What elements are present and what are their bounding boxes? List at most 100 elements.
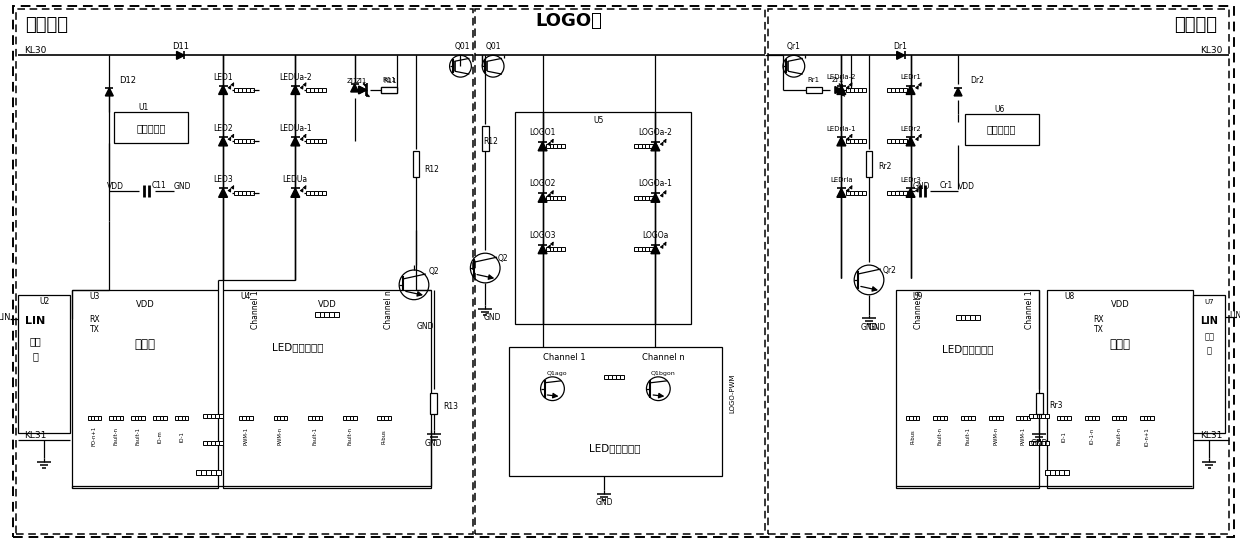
Bar bbox=[413, 151, 419, 177]
Text: IO-n+1: IO-n+1 bbox=[1145, 427, 1149, 446]
Text: Q1bgon: Q1bgon bbox=[651, 371, 676, 376]
Text: U9: U9 bbox=[913, 292, 923, 301]
Bar bbox=[234, 88, 238, 92]
Bar bbox=[1095, 416, 1099, 420]
Text: U8: U8 bbox=[1064, 292, 1074, 301]
Text: LOGO灯: LOGO灯 bbox=[536, 12, 603, 30]
Text: GND: GND bbox=[484, 313, 501, 322]
Bar bbox=[1116, 416, 1120, 420]
Polygon shape bbox=[835, 86, 842, 93]
Bar bbox=[862, 140, 866, 143]
Bar bbox=[203, 441, 207, 445]
Bar bbox=[234, 191, 238, 195]
Bar bbox=[196, 470, 201, 475]
Bar bbox=[1037, 414, 1042, 419]
Text: KL31: KL31 bbox=[1200, 431, 1223, 440]
Bar bbox=[620, 375, 624, 379]
Text: U5: U5 bbox=[594, 116, 604, 125]
Text: LOGO2: LOGO2 bbox=[529, 179, 556, 188]
Bar bbox=[546, 144, 549, 148]
Bar bbox=[650, 144, 653, 148]
Bar bbox=[996, 416, 999, 420]
Polygon shape bbox=[897, 52, 905, 59]
Bar bbox=[944, 416, 947, 420]
Bar bbox=[650, 247, 653, 251]
Bar bbox=[1047, 290, 1193, 488]
Text: 左位置灯: 左位置灯 bbox=[25, 16, 68, 34]
Text: Channel 1: Channel 1 bbox=[1024, 291, 1034, 329]
Bar bbox=[153, 416, 156, 420]
Bar bbox=[1037, 441, 1042, 445]
Bar bbox=[1045, 441, 1049, 445]
Polygon shape bbox=[538, 245, 547, 254]
Polygon shape bbox=[291, 86, 300, 94]
Bar bbox=[164, 416, 166, 420]
Text: LED恒流驱动器: LED恒流驱动器 bbox=[272, 342, 322, 352]
Bar bbox=[999, 416, 1003, 420]
Bar bbox=[309, 416, 311, 420]
Text: KL31: KL31 bbox=[25, 431, 47, 440]
Text: Rr1: Rr1 bbox=[807, 77, 820, 83]
Bar bbox=[1029, 414, 1033, 419]
Bar bbox=[1059, 470, 1064, 475]
Bar bbox=[634, 144, 637, 148]
Text: GND: GND bbox=[595, 498, 613, 507]
Bar bbox=[858, 191, 862, 195]
Text: Fault-n: Fault-n bbox=[1117, 427, 1122, 445]
Bar bbox=[854, 191, 858, 195]
Text: Cr1: Cr1 bbox=[940, 181, 954, 191]
Bar bbox=[854, 140, 858, 143]
Bar bbox=[181, 416, 185, 420]
Bar bbox=[211, 441, 216, 445]
Bar bbox=[211, 414, 216, 419]
Bar bbox=[249, 88, 254, 92]
Bar bbox=[1045, 414, 1049, 419]
Bar bbox=[562, 144, 565, 148]
Bar bbox=[1112, 416, 1116, 420]
Bar bbox=[956, 315, 961, 320]
Text: D12: D12 bbox=[119, 75, 136, 85]
Bar bbox=[913, 416, 916, 420]
Text: 线性稳压器: 线性稳压器 bbox=[136, 124, 166, 134]
Bar bbox=[1035, 393, 1043, 414]
Text: R13: R13 bbox=[444, 402, 459, 411]
Bar bbox=[1120, 416, 1122, 420]
Bar bbox=[1054, 470, 1059, 475]
Bar bbox=[19, 295, 69, 433]
Polygon shape bbox=[291, 137, 300, 146]
Bar bbox=[322, 191, 326, 195]
Text: KL30: KL30 bbox=[1200, 46, 1223, 55]
Bar bbox=[641, 247, 646, 251]
Bar bbox=[88, 416, 91, 420]
Bar bbox=[141, 416, 145, 420]
Bar bbox=[1056, 416, 1060, 420]
Bar bbox=[207, 441, 211, 445]
Text: C11: C11 bbox=[151, 181, 166, 191]
Bar bbox=[890, 140, 895, 143]
Text: LEDr2: LEDr2 bbox=[900, 125, 921, 131]
Bar bbox=[249, 140, 254, 143]
Bar bbox=[976, 315, 981, 320]
Text: U7: U7 bbox=[1204, 299, 1214, 305]
Bar bbox=[562, 196, 565, 200]
Text: Fault-n: Fault-n bbox=[347, 427, 352, 445]
Bar bbox=[72, 290, 218, 488]
Polygon shape bbox=[651, 245, 660, 254]
Bar bbox=[1033, 441, 1037, 445]
Text: Channel n: Channel n bbox=[383, 290, 393, 329]
Text: LIN: LIN bbox=[0, 313, 10, 322]
Polygon shape bbox=[837, 86, 846, 94]
Bar bbox=[851, 140, 854, 143]
Text: LEDrla-1: LEDrla-1 bbox=[827, 125, 856, 131]
Text: Rr3: Rr3 bbox=[1049, 401, 1063, 410]
Bar bbox=[179, 416, 181, 420]
Bar bbox=[314, 191, 317, 195]
Bar bbox=[553, 196, 558, 200]
Text: LED2: LED2 bbox=[213, 124, 233, 133]
Bar bbox=[646, 144, 650, 148]
Text: LOGOa-2: LOGOa-2 bbox=[639, 128, 672, 137]
Bar bbox=[1033, 414, 1037, 419]
Bar bbox=[851, 191, 854, 195]
Bar bbox=[546, 247, 549, 251]
Bar bbox=[1089, 416, 1091, 420]
